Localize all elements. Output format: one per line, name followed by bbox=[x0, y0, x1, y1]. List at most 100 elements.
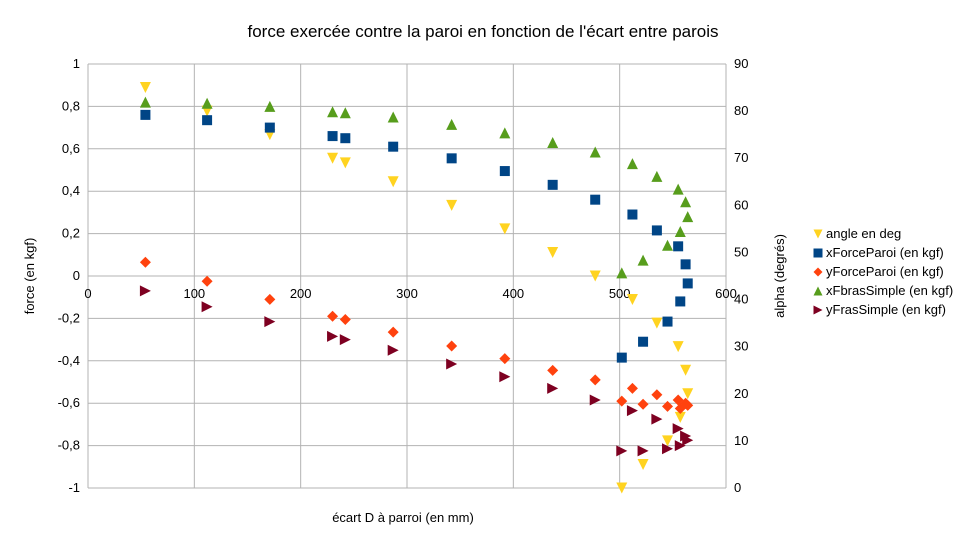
data-point bbox=[651, 413, 663, 425]
legend-item: yForceParoi (en kgf) bbox=[813, 264, 944, 279]
data-point bbox=[637, 445, 649, 457]
data-point bbox=[499, 371, 511, 383]
legend-item: xForceParoi (en kgf) bbox=[813, 245, 944, 260]
data-point bbox=[139, 256, 151, 268]
data-point bbox=[547, 382, 559, 394]
data-point bbox=[682, 434, 694, 446]
data-point bbox=[547, 136, 559, 148]
data-point bbox=[626, 158, 638, 170]
legend-marker bbox=[813, 229, 823, 239]
y2-tick-label: 50 bbox=[734, 244, 748, 259]
data-point bbox=[674, 225, 686, 237]
data-point bbox=[339, 334, 351, 346]
y-tick-label: 0 bbox=[73, 268, 80, 283]
data-point bbox=[662, 316, 673, 327]
data-point bbox=[662, 443, 674, 455]
data-point bbox=[651, 170, 663, 182]
y2-tick-label: 20 bbox=[734, 386, 748, 401]
data-point bbox=[680, 364, 692, 376]
data-point bbox=[662, 435, 674, 447]
data-point bbox=[387, 326, 399, 338]
data-point bbox=[339, 313, 351, 325]
y2-axis-title: alpha (degrés) bbox=[772, 234, 787, 318]
legend-label: xForceParoi (en kgf) bbox=[826, 245, 944, 260]
data-point bbox=[616, 395, 628, 407]
legend-marker bbox=[813, 248, 823, 258]
data-point bbox=[651, 389, 663, 401]
data-point bbox=[637, 254, 649, 266]
legend-label: yFrasSimple (en kgf) bbox=[826, 302, 946, 317]
data-point bbox=[327, 310, 339, 322]
data-point bbox=[638, 336, 649, 347]
data-point bbox=[674, 440, 686, 452]
data-point bbox=[651, 225, 662, 236]
data-point bbox=[387, 176, 399, 188]
data-point bbox=[446, 118, 458, 130]
data-point bbox=[627, 209, 638, 220]
data-point bbox=[327, 106, 339, 118]
series-2 bbox=[139, 256, 694, 414]
data-point bbox=[672, 423, 684, 435]
legend-label: yForceParoi (en kgf) bbox=[826, 264, 944, 279]
data-point bbox=[675, 296, 686, 307]
data-point bbox=[327, 131, 338, 142]
grid bbox=[87, 63, 727, 489]
data-point bbox=[616, 352, 627, 363]
data-point bbox=[264, 316, 276, 328]
x-tick-label: 400 bbox=[502, 286, 524, 301]
data-point bbox=[672, 183, 684, 195]
data-point bbox=[339, 107, 351, 119]
data-point bbox=[662, 400, 674, 412]
y-tick-label: -1 bbox=[68, 480, 80, 495]
data-point bbox=[672, 341, 684, 353]
y2-tick-label: 0 bbox=[734, 480, 741, 495]
y-tick-label: 0,6 bbox=[62, 141, 80, 156]
data-point bbox=[139, 96, 151, 108]
y-tick-label: 0,2 bbox=[62, 226, 80, 241]
data-point bbox=[547, 246, 559, 258]
legend-marker bbox=[813, 267, 823, 277]
series-1 bbox=[140, 109, 693, 363]
y2-tick-label: 70 bbox=[734, 150, 748, 165]
legend-item: yFrasSimple (en kgf) bbox=[813, 302, 946, 317]
x-tick-label: 0 bbox=[84, 286, 91, 301]
data-point bbox=[637, 458, 649, 470]
data-point bbox=[590, 194, 601, 205]
data-point bbox=[327, 152, 339, 164]
legend-item: angle en deg bbox=[813, 226, 901, 241]
data-point bbox=[446, 199, 458, 211]
legend-label: xFbrasSimple (en kgf) bbox=[826, 283, 953, 298]
data-point bbox=[680, 259, 691, 270]
data-point bbox=[682, 388, 694, 400]
series-0 bbox=[139, 82, 694, 494]
data-point bbox=[201, 275, 213, 287]
data-point bbox=[674, 411, 686, 423]
y2-tick-label: 60 bbox=[734, 197, 748, 212]
data-point bbox=[446, 153, 457, 164]
data-point bbox=[264, 100, 276, 112]
data-point bbox=[446, 340, 458, 352]
data-point bbox=[682, 399, 694, 411]
chart-title: force exercée contre la paroi en fonctio… bbox=[247, 22, 718, 41]
data-point bbox=[202, 115, 213, 126]
y2-tick-label: 80 bbox=[734, 103, 748, 118]
y-tick-label: -0,2 bbox=[58, 310, 80, 325]
data-point bbox=[340, 133, 351, 144]
x-tick-label: 300 bbox=[396, 286, 418, 301]
data-point bbox=[446, 358, 458, 370]
data-point bbox=[264, 122, 275, 133]
legend-marker bbox=[813, 305, 823, 315]
data-point bbox=[682, 278, 693, 289]
x-tick-label: 500 bbox=[609, 286, 631, 301]
data-point bbox=[339, 157, 351, 169]
data-point bbox=[140, 109, 151, 120]
data-point bbox=[547, 179, 558, 190]
data-point bbox=[589, 146, 601, 158]
data-point bbox=[264, 293, 276, 305]
data-point bbox=[139, 82, 151, 94]
y-tick-label: -0,6 bbox=[58, 395, 80, 410]
x-tick-label: 600 bbox=[715, 286, 737, 301]
data-points bbox=[139, 82, 694, 494]
data-point bbox=[499, 223, 511, 235]
